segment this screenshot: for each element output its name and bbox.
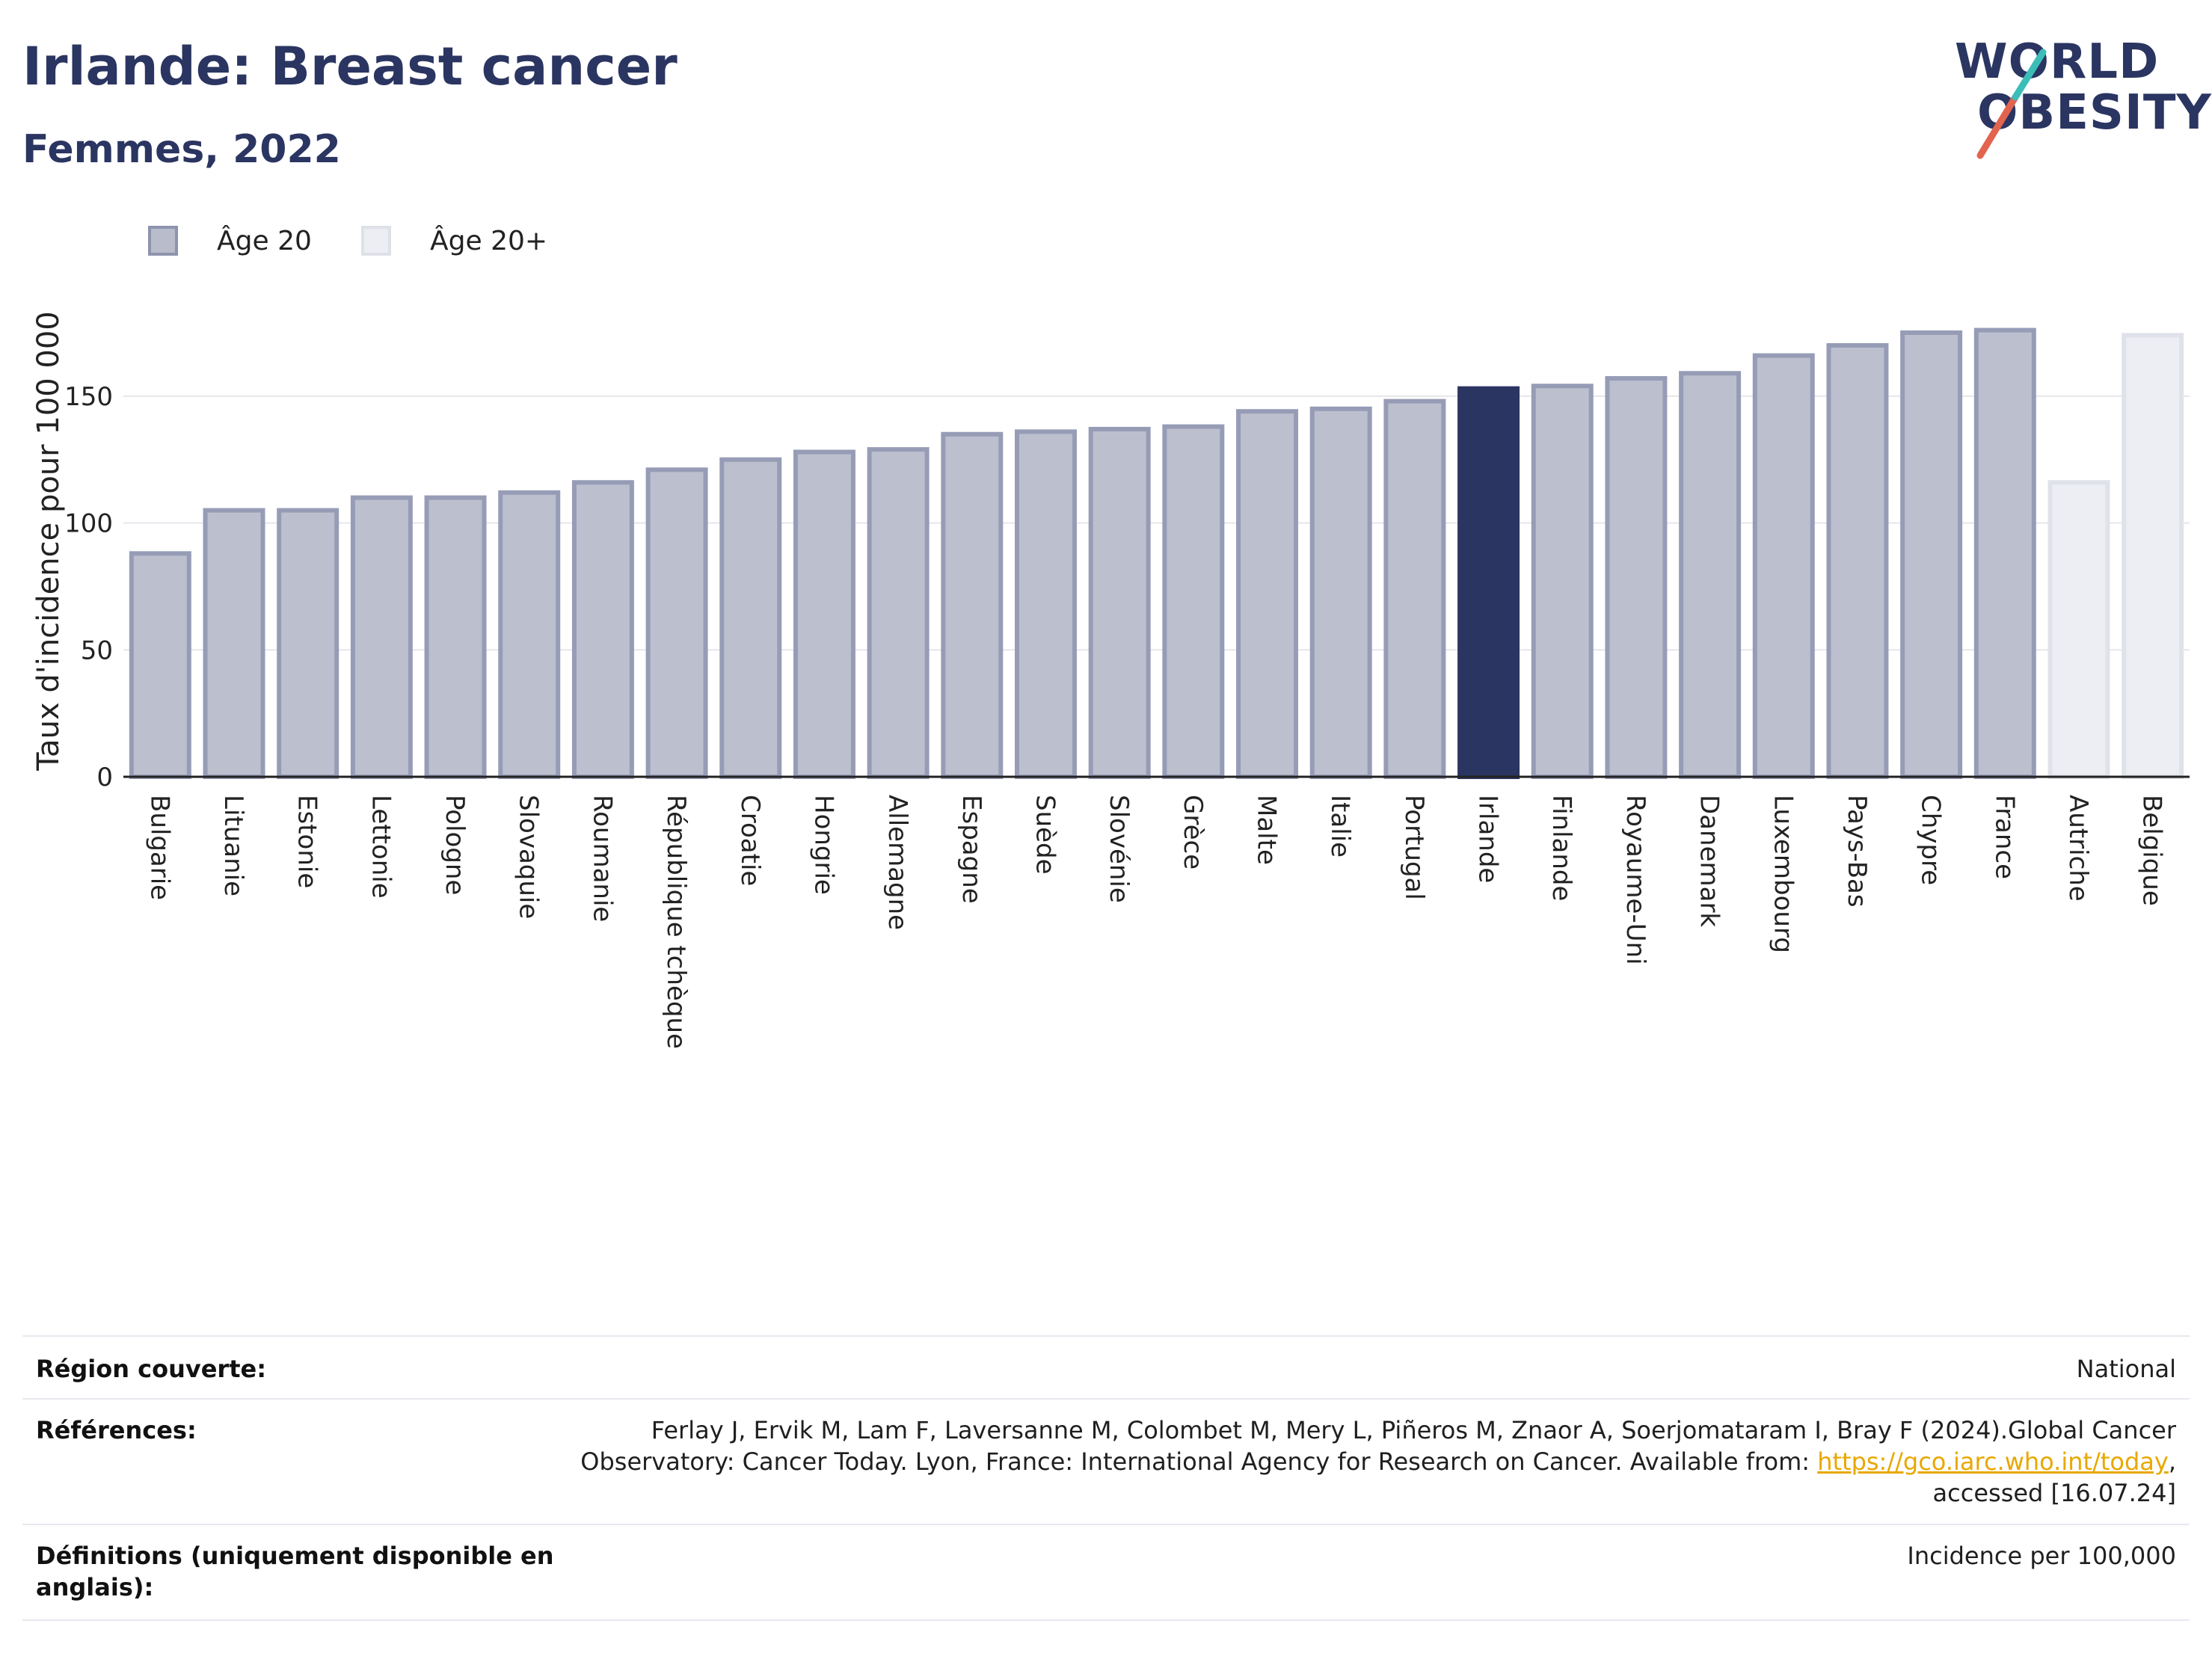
- x-tick-label: Lituanie: [218, 795, 248, 896]
- bar: [424, 495, 487, 779]
- x-tick-label: Autriche: [2063, 795, 2093, 902]
- x-tick-label: Croatie: [735, 795, 765, 886]
- bar: [1088, 426, 1151, 779]
- x-tick-label: Slovaquie: [514, 795, 544, 919]
- bar: [1014, 429, 1077, 779]
- bar: [129, 551, 191, 779]
- references-line-2-suffix: ,: [2168, 1447, 2176, 1476]
- x-tick-label: Pologne: [440, 795, 470, 895]
- bar: [1383, 398, 1446, 779]
- bar: [571, 480, 634, 779]
- bar: [645, 467, 708, 779]
- definitions-label-line-1: Définitions (uniquement disponible en: [36, 1542, 554, 1570]
- bar: [1309, 406, 1372, 779]
- x-tick-label: Portugal: [1399, 795, 1429, 900]
- legend-label-age-20: Âge 20: [217, 226, 312, 256]
- references-value: Ferlay J, Ervik M, Lam F, Laversanne M, …: [580, 1415, 2176, 1509]
- references-label: Références:: [36, 1416, 197, 1444]
- y-tick-label: 0: [96, 763, 113, 792]
- logo-text-line1: WORLD: [1955, 34, 2160, 90]
- legend-label-age-20-plus: Âge 20+: [430, 226, 548, 256]
- definitions-label-line-2: anglais):: [36, 1573, 154, 1601]
- bar: [1531, 384, 1594, 779]
- bar: [2047, 480, 2110, 779]
- bar: [2122, 333, 2184, 780]
- x-tick-label: Danemark: [1695, 795, 1724, 927]
- x-tick-label: Slovénie: [1104, 795, 1134, 903]
- bar: [941, 431, 1004, 779]
- bar: [1973, 327, 2036, 780]
- x-tick-label: Pays-Bas: [1842, 795, 1872, 908]
- x-tick-label: Grèce: [1178, 795, 1208, 869]
- info-table: Région couverte: National Références: Fe…: [22, 1335, 2190, 1634]
- bar: [350, 495, 413, 779]
- x-tick-label: Belgique: [2137, 795, 2167, 906]
- bar: [1605, 376, 1668, 780]
- bar: [1752, 353, 1815, 779]
- region-label: Région couverte:: [36, 1355, 266, 1383]
- x-tick-label: Malte: [1252, 795, 1282, 865]
- legend-swatch-age-20-plus: [361, 226, 391, 256]
- x-tick-label: Roumanie: [587, 795, 617, 922]
- x-tick-label: Estonie: [292, 795, 322, 888]
- x-tick-label: Italie: [1325, 795, 1355, 858]
- references-link[interactable]: https://gco.iarc.who.int/today: [1817, 1447, 2169, 1476]
- definitions-value: Incidence per 100,000: [1907, 1542, 2176, 1570]
- x-tick-label: Hongrie: [808, 795, 838, 895]
- info-row-region: Région couverte: National: [22, 1335, 2190, 1400]
- page-subtitle: Femmes, 2022: [22, 127, 341, 172]
- bar: [203, 508, 265, 779]
- definitions-label: Définitions (uniquement disponible en an…: [36, 1540, 554, 1603]
- region-value: National: [2076, 1355, 2176, 1383]
- references-line-2: Observatory: Cancer Today. Lyon, France:…: [580, 1446, 2176, 1477]
- legend-swatch-age-20: [148, 226, 178, 256]
- bar: [277, 508, 340, 779]
- bar: [793, 449, 855, 779]
- logo-slash-icon: [1976, 49, 2047, 159]
- info-row-definitions: Définitions (uniquement disponible en an…: [22, 1524, 2190, 1621]
- y-tick-label: 150: [64, 382, 113, 412]
- x-tick-label: Irlande: [1473, 795, 1503, 883]
- x-tick-label: Royaume-Uni: [1620, 795, 1650, 965]
- y-tick-label: 100: [64, 509, 113, 539]
- x-tick-label: Bulgarie: [144, 795, 174, 900]
- page-title: Irlande: Breast cancer: [22, 36, 678, 97]
- bar: [1900, 330, 1963, 779]
- x-tick-label: République tchèque: [661, 795, 691, 1049]
- x-tick-label: Finlande: [1546, 795, 1576, 901]
- y-axis-label: Taux d'incidence pour 100 000: [31, 311, 66, 771]
- references-line-2-text: Observatory: Cancer Today. Lyon, France:…: [580, 1447, 1818, 1476]
- x-tick-label: Chypre: [1916, 795, 1946, 885]
- info-row-references: Références: Ferlay J, Ervik M, Lam F, La…: [22, 1398, 2190, 1525]
- bar: [867, 447, 930, 779]
- x-tick-label: France: [1989, 795, 2019, 879]
- bar: [1162, 424, 1225, 779]
- bar: [1826, 342, 1889, 779]
- bar: [1679, 371, 1742, 779]
- x-tick-label: Luxembourg: [1768, 795, 1798, 953]
- world-obesity-logo: WORLD OBESITY: [1944, 30, 2211, 164]
- bar: [1236, 409, 1299, 779]
- bar: [498, 490, 561, 779]
- references-line-3: accessed [16.07.24]: [1932, 1479, 2176, 1507]
- references-line-1: Ferlay J, Ervik M, Lam F, Laversanne M, …: [651, 1416, 2176, 1444]
- x-tick-label: Lettonie: [366, 795, 396, 899]
- x-tick-label: Espagne: [956, 795, 986, 904]
- y-tick-label: 50: [81, 635, 113, 665]
- x-tick-label: Suède: [1030, 795, 1060, 875]
- bar: [1457, 386, 1520, 779]
- x-tick-label: Allemagne: [882, 795, 912, 930]
- bar: [719, 457, 782, 779]
